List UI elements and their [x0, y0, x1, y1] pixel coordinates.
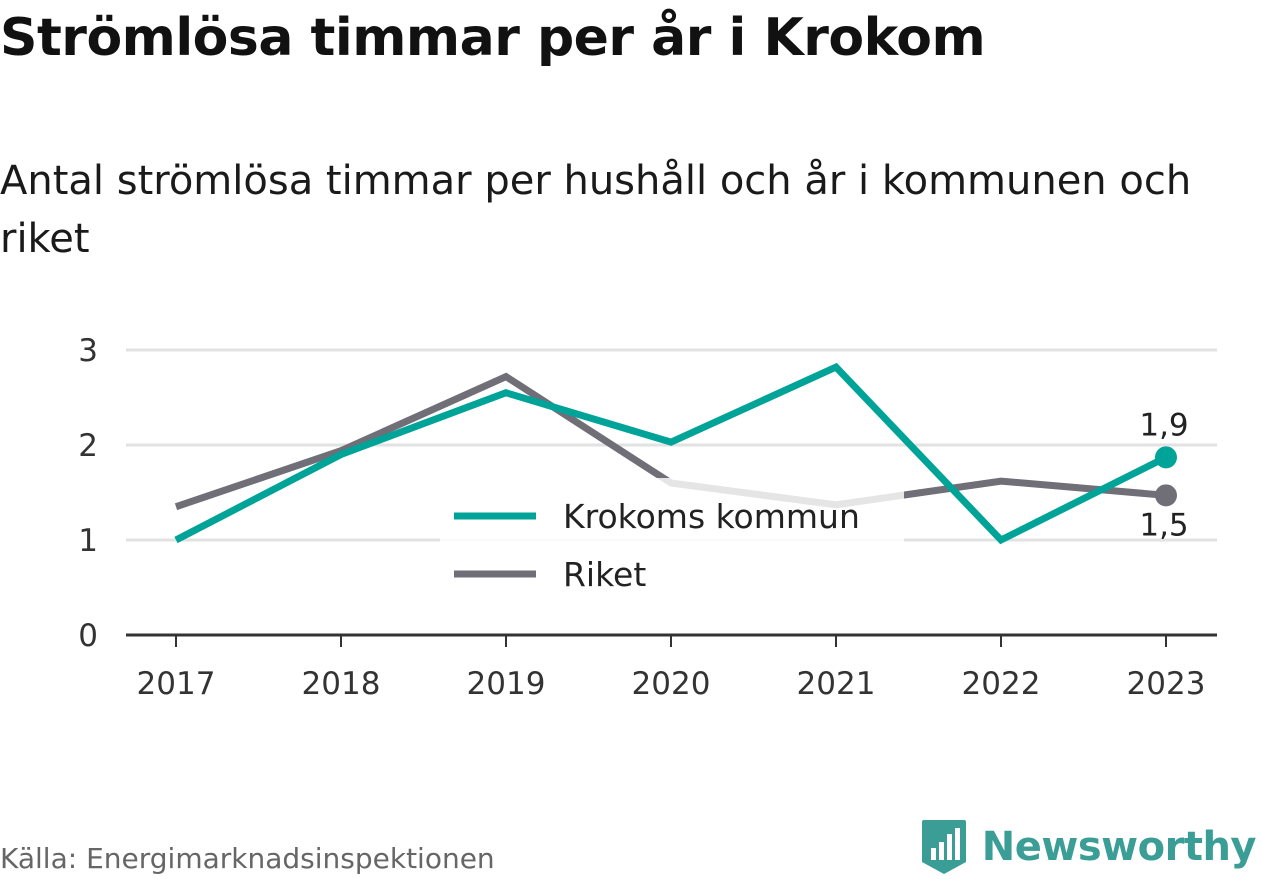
- brand-logo: Newsworthy: [920, 817, 1257, 877]
- end-value-labels: 1,9 1,5: [1139, 407, 1188, 543]
- x-axis-ticks: 2017 2018 2019 2020 2021 2022 2023: [137, 635, 1206, 702]
- x-tick-label: 2023: [1127, 666, 1206, 702]
- brand-name: Newsworthy: [981, 824, 1257, 870]
- legend: Krokoms kommun Riket: [440, 478, 904, 608]
- value-label-riket: 1,5: [1139, 507, 1188, 543]
- y-tick-label: 3: [78, 333, 98, 369]
- x-tick-label: 2022: [962, 666, 1041, 702]
- end-point-krokom: [1155, 446, 1177, 469]
- y-axis-ticks: 0 1 2 3: [78, 333, 98, 654]
- chart-title: Strömlösa timmar per år i Krokom: [0, 8, 986, 68]
- x-tick-label: 2017: [137, 666, 216, 702]
- legend-label: Riket: [563, 555, 646, 594]
- x-tick-label: 2018: [302, 666, 381, 702]
- y-tick-label: 1: [78, 523, 98, 559]
- series-line-krokom: [174, 362, 1168, 545]
- chart-subtitle: Antal strömlösa timmar per hushåll och å…: [0, 158, 1192, 262]
- legend-label: Krokoms kommun: [563, 497, 860, 536]
- x-tick-label: 2020: [632, 666, 711, 702]
- newsworthy-logo-icon: [921, 820, 966, 874]
- line-chart: 0 1 2 3 2017 2018 2019 2020 2021 2022 2023 Krokom…: [78, 333, 1217, 702]
- y-tick-label: 0: [78, 618, 98, 654]
- x-tick-label: 2021: [797, 666, 876, 702]
- source-note: Källa: Energimarknadsinspektionen: [0, 842, 495, 875]
- legend-background: [440, 478, 904, 608]
- y-tick-label: 2: [78, 428, 98, 464]
- x-tick-label: 2019: [467, 666, 546, 702]
- value-label-krokom: 1,9: [1139, 407, 1188, 443]
- end-point-riket: [1155, 484, 1177, 507]
